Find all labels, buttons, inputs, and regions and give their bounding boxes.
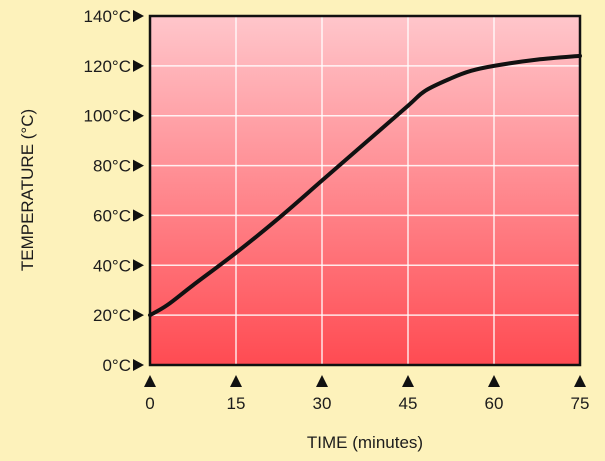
y-tick-label: 80°C bbox=[93, 157, 131, 176]
y-tick-label: 20°C bbox=[93, 306, 131, 325]
y-tick-arrow-icon bbox=[133, 359, 144, 371]
y-tick-arrow-icon bbox=[133, 209, 144, 222]
x-axis-title: TIME (minutes) bbox=[307, 433, 423, 452]
x-tick-label: 75 bbox=[571, 394, 590, 413]
x-tick-arrow-icon bbox=[488, 375, 500, 387]
y-tick-label: 120°C bbox=[84, 57, 131, 76]
y-tick-arrow-icon bbox=[133, 159, 144, 172]
y-axis-title: TEMPERATURE (°C) bbox=[18, 109, 37, 271]
y-tick-label: 0°C bbox=[102, 356, 131, 375]
plot-area bbox=[150, 16, 580, 365]
y-tick-label: 40°C bbox=[93, 256, 131, 275]
x-tick-arrow-icon bbox=[230, 375, 242, 387]
x-tick-arrow-icon bbox=[316, 375, 328, 387]
y-tick-arrow-icon bbox=[133, 10, 144, 22]
y-tick-arrow-icon bbox=[133, 59, 144, 72]
y-tick-label: 100°C bbox=[84, 107, 131, 126]
y-tick-label: 60°C bbox=[93, 206, 131, 225]
y-tick-arrow-icon bbox=[133, 259, 144, 272]
x-axis-ticks: 0 15 30 45 60 75 bbox=[144, 375, 589, 413]
plot-frame bbox=[148, 14, 582, 367]
x-tick-label: 15 bbox=[227, 394, 246, 413]
y-tick-arrow-icon bbox=[133, 109, 144, 122]
x-tick-arrow-icon bbox=[144, 375, 156, 387]
x-tick-arrow-icon bbox=[402, 375, 414, 387]
x-tick-arrow-icon bbox=[574, 375, 586, 387]
x-tick-label: 30 bbox=[313, 394, 332, 413]
y-axis-ticks: 0°C 20°C 40°C 60°C 80°C 100°C 120°C 140°C bbox=[84, 7, 144, 375]
y-tick-label: 140°C bbox=[84, 7, 131, 26]
temperature-curve bbox=[148, 53, 582, 318]
x-tick-label: 45 bbox=[399, 394, 418, 413]
y-tick-arrow-icon bbox=[133, 309, 144, 322]
x-tick-label: 60 bbox=[485, 394, 504, 413]
x-tick-label: 0 bbox=[145, 394, 154, 413]
